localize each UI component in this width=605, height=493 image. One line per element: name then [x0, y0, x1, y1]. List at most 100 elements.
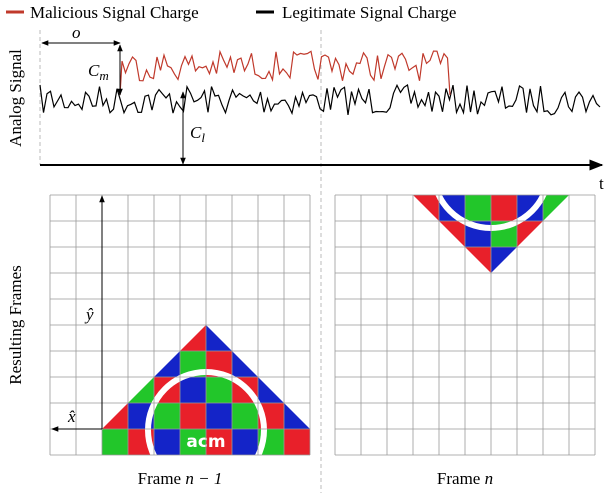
cell: [258, 221, 284, 247]
cell: [102, 195, 128, 221]
cell: [335, 351, 361, 377]
cell: [180, 221, 206, 247]
cell: [543, 377, 569, 403]
cell: [206, 221, 232, 247]
cell: [284, 195, 310, 221]
cell: [102, 429, 128, 455]
signals: [39, 49, 601, 116]
cell: [102, 273, 128, 299]
frame-caption: Frame n: [437, 469, 493, 488]
cell: [154, 247, 180, 273]
cell: [154, 325, 180, 351]
cell: [569, 299, 595, 325]
cell: [543, 299, 569, 325]
cell: [284, 299, 310, 325]
cell: [76, 377, 102, 403]
cell: [413, 325, 439, 351]
cell: [258, 377, 284, 403]
cell: [180, 429, 206, 455]
cell: [543, 351, 569, 377]
cell: [284, 221, 310, 247]
cell: [128, 195, 154, 221]
cell: [387, 247, 413, 273]
cell: [128, 299, 154, 325]
cell: [206, 273, 232, 299]
cell: [284, 403, 310, 429]
cell: [465, 351, 491, 377]
cell: [76, 429, 102, 455]
y-label: Analog Signal: [6, 49, 25, 147]
cell: [465, 273, 491, 299]
symbol: C: [190, 123, 202, 142]
cell: [387, 429, 413, 455]
cell: [413, 195, 439, 221]
cell: [413, 221, 439, 247]
cell: [439, 377, 465, 403]
cell: [154, 195, 180, 221]
cell: [50, 377, 76, 403]
cell: [465, 299, 491, 325]
cell: [258, 247, 284, 273]
cell: [76, 403, 102, 429]
cell: [50, 221, 76, 247]
cell: [284, 247, 310, 273]
cell: [232, 325, 258, 351]
cell: [335, 299, 361, 325]
cell: [491, 325, 517, 351]
cell: [413, 299, 439, 325]
cell: [413, 247, 439, 273]
cell: [543, 247, 569, 273]
x-label: t: [599, 174, 604, 193]
cell: [128, 377, 154, 403]
cell: [387, 351, 413, 377]
cell: [361, 221, 387, 247]
cell: [439, 429, 465, 455]
cell: [335, 247, 361, 273]
cell: [50, 351, 76, 377]
frame-caption: Frame n − 1: [138, 469, 223, 488]
cell: [491, 403, 517, 429]
cell: [102, 221, 128, 247]
cell: [517, 429, 543, 455]
cl-label: Cl: [190, 123, 205, 145]
cell: [76, 195, 102, 221]
cell: [128, 221, 154, 247]
cell: [154, 403, 180, 429]
legitimate-signal: [39, 83, 601, 116]
cell: [180, 299, 206, 325]
cell: [439, 273, 465, 299]
cell: [569, 247, 595, 273]
cell: [361, 377, 387, 403]
offset-label: o: [72, 23, 81, 42]
cell: [387, 299, 413, 325]
cell: [335, 273, 361, 299]
cell: [491, 195, 517, 221]
cell: [517, 351, 543, 377]
cell: [517, 403, 543, 429]
cell: [569, 273, 595, 299]
cell: [154, 273, 180, 299]
cell: [439, 325, 465, 351]
cell: [361, 195, 387, 221]
cell: [387, 377, 413, 403]
cell: [102, 299, 128, 325]
cell: [50, 195, 76, 221]
cell: [413, 403, 439, 429]
legend-label: Malicious Signal Charge: [30, 3, 199, 22]
cell: [335, 377, 361, 403]
cell: [543, 403, 569, 429]
cell: [180, 195, 206, 221]
cell: [335, 429, 361, 455]
cell: [569, 221, 595, 247]
cell: [543, 429, 569, 455]
subscript: m: [99, 68, 108, 83]
cell: [232, 299, 258, 325]
cell: [76, 351, 102, 377]
cell: [491, 377, 517, 403]
cell: [102, 403, 128, 429]
cell: [50, 273, 76, 299]
cell: [517, 299, 543, 325]
cell: [387, 325, 413, 351]
cell: [154, 429, 180, 455]
cell: [361, 247, 387, 273]
